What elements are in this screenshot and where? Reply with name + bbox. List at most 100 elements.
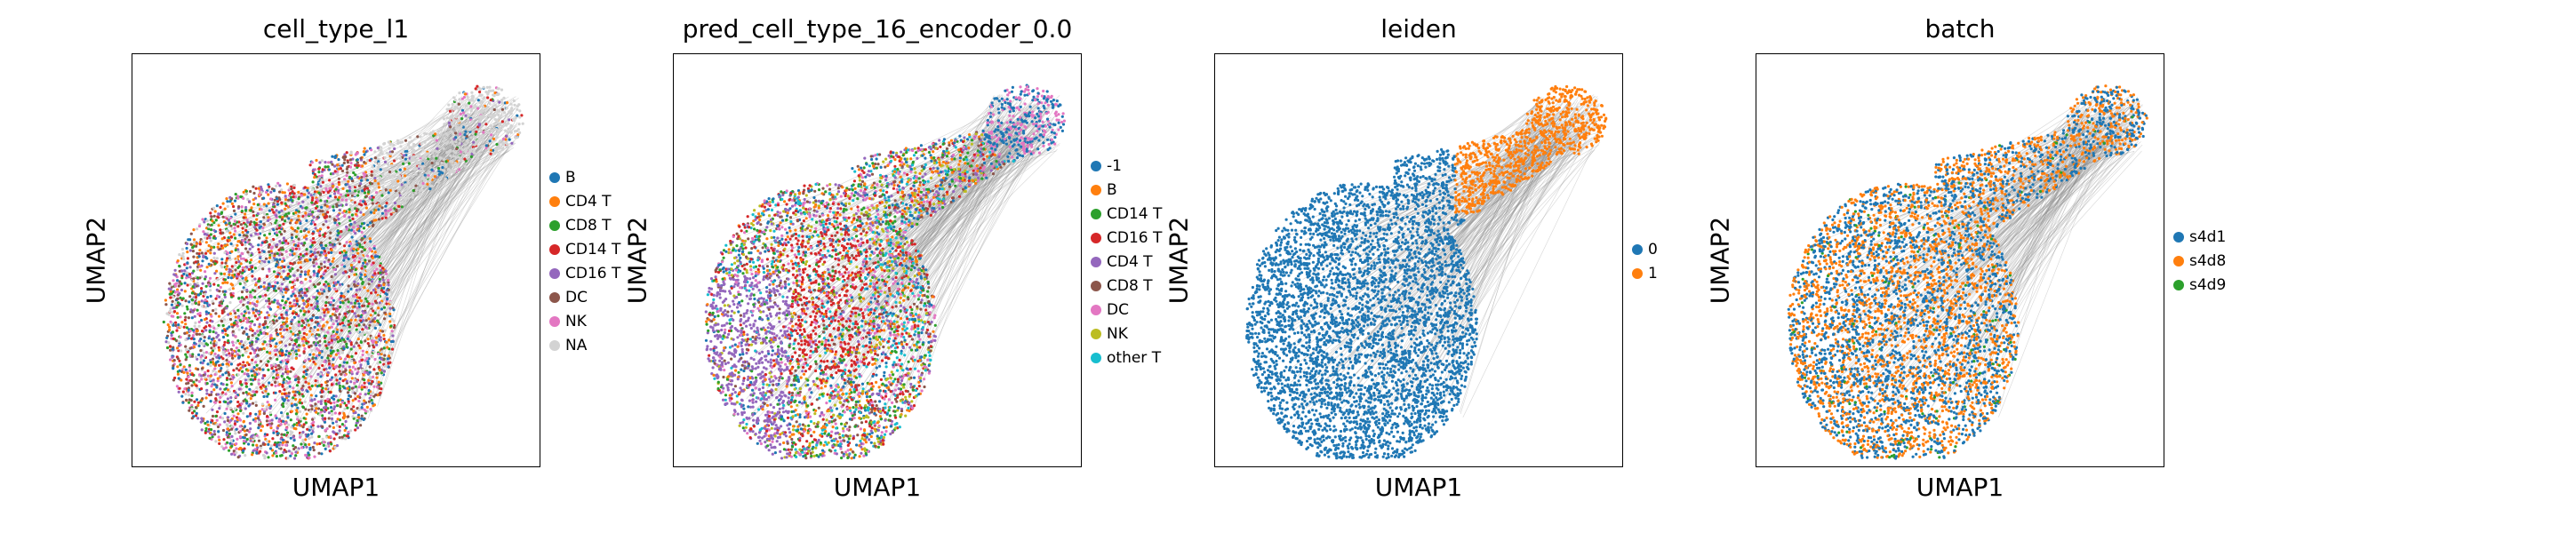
scatter-point (362, 418, 365, 421)
scatter-point (383, 160, 388, 163)
scatter-point (340, 372, 343, 376)
scatter-point (176, 372, 180, 376)
scatter-point (404, 201, 407, 205)
scatter-point (214, 341, 218, 345)
scatter-point (460, 147, 464, 151)
scatter-point (377, 306, 380, 310)
scatter-point (324, 304, 328, 307)
scatter-point (215, 288, 219, 291)
scatter-point (515, 129, 518, 133)
scatter-point (478, 120, 482, 123)
scatter-point (242, 331, 245, 335)
scatter-point (343, 153, 347, 156)
scatter-point (251, 358, 254, 362)
scatter-point (326, 442, 331, 445)
scatter-point (335, 265, 339, 268)
scatter-point (186, 283, 189, 287)
scatter-point (310, 201, 314, 204)
scatter-point (224, 446, 228, 449)
scatter-point (315, 407, 318, 410)
scatter-point (259, 204, 262, 209)
scatter-point (286, 276, 290, 280)
scatter-point (229, 276, 233, 280)
scatter-point (442, 147, 445, 150)
scatter-point (237, 278, 241, 282)
scatter-point (204, 431, 207, 434)
scatter-point (390, 150, 395, 154)
scatter-point (296, 418, 300, 421)
scatter-point (280, 313, 284, 316)
scatter-point (221, 335, 226, 339)
scatter-point (216, 377, 220, 380)
scatter-point (516, 107, 519, 111)
scatter-point (254, 339, 258, 344)
scatter-point (272, 228, 276, 232)
scatter-point (248, 325, 252, 329)
scatter-point (251, 266, 254, 269)
scatter-point (361, 270, 364, 274)
scatter-point (466, 139, 469, 142)
scatter-point (460, 117, 464, 121)
scatter-point (255, 218, 259, 221)
scatter-point (226, 397, 229, 401)
scatter-point (280, 188, 284, 192)
scatter-point (214, 414, 218, 418)
scatter-point (265, 299, 268, 303)
scatter-point (296, 406, 300, 410)
scatter-point (230, 444, 234, 448)
scatter-point (254, 417, 258, 420)
scatter-point (455, 147, 459, 151)
scatter-point (218, 304, 221, 307)
scatter-point (195, 411, 198, 415)
scatter-point (298, 392, 301, 395)
scatter-point (293, 294, 297, 298)
scatter-point (326, 196, 330, 200)
scatter-point (212, 362, 215, 366)
scatter-point (324, 161, 327, 164)
scatter-point (347, 284, 350, 288)
scatter-point (217, 354, 220, 357)
scatter-point (296, 449, 300, 452)
scatter-point (225, 197, 228, 201)
scatter-point (349, 343, 353, 346)
scatter-point (471, 99, 475, 102)
scatter-point (341, 370, 345, 374)
scatter-point (332, 238, 335, 243)
scatter-point (367, 277, 371, 282)
scatter-point (282, 269, 285, 273)
scatter-point (228, 231, 232, 235)
scatter-point (372, 404, 375, 408)
scatter-point (280, 218, 284, 221)
scatter-point (321, 276, 324, 280)
scatter-point (347, 300, 350, 304)
scatter-point (205, 296, 210, 299)
scatter-point (300, 337, 304, 341)
scatter-point (269, 321, 273, 324)
scatter-point (236, 363, 240, 367)
scatter-point (272, 270, 276, 274)
scatter-point (278, 190, 282, 194)
scatter-point (201, 218, 204, 221)
scatter-point (396, 194, 400, 197)
scatter-point (305, 227, 308, 231)
scatter-point (229, 293, 233, 297)
scatter-point (312, 260, 316, 265)
scatter-point (233, 199, 237, 203)
scatter-point (243, 347, 247, 351)
scatter-point (349, 162, 353, 165)
scatter-point (379, 264, 382, 267)
scatter-point (362, 373, 365, 377)
scatter-point (204, 426, 208, 431)
scatter-point (188, 394, 191, 397)
scatter-point (222, 318, 226, 322)
scatter-point (314, 362, 317, 366)
scatter-point (289, 454, 292, 457)
scatter-point (404, 197, 408, 201)
scatter-point (335, 444, 339, 448)
scatter-point (240, 296, 244, 299)
scatter-point (242, 391, 245, 395)
scatter-point (196, 259, 200, 263)
scatter-point (281, 246, 284, 250)
scatter-point (324, 301, 328, 305)
scatter-point (340, 401, 344, 404)
